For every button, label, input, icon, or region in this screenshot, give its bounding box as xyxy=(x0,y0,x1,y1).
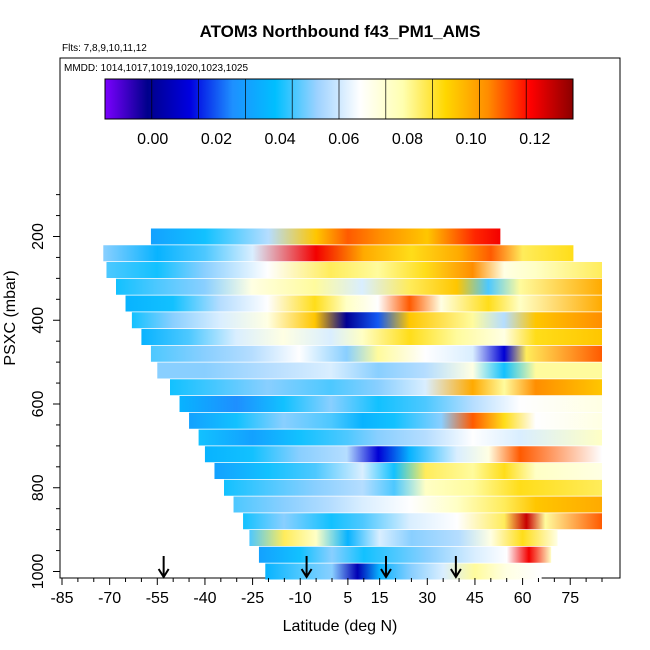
y-tick-label: 800 xyxy=(30,474,47,501)
x-tick-label: 45 xyxy=(466,590,484,607)
colorbar: 0.00 0.02 0.04 0.06 0.08 0.10 0.12 xyxy=(104,78,574,148)
heatmap-band xyxy=(131,312,602,329)
flight-arrow xyxy=(300,556,313,579)
colorbar-tick-label: 0.04 xyxy=(265,131,296,148)
heatmap-band xyxy=(103,245,574,262)
x-axis: -85 -70 -55 -40 -25 -10 5 15 30 45 60 75 xyxy=(50,578,603,607)
colorbar-tick-label: 0.08 xyxy=(392,131,423,148)
heatmap-band xyxy=(141,329,603,345)
chart-title: ATOM3 Northbound f43_PM1_AMS xyxy=(200,22,481,41)
colorbar-tick-label: 0.00 xyxy=(137,131,168,148)
heatmap-band xyxy=(243,513,602,530)
heatmap-band xyxy=(233,496,602,513)
heatmap-band xyxy=(150,228,501,245)
x-tick-label: 75 xyxy=(561,590,579,607)
x-tick-label: -85 xyxy=(50,590,73,607)
heatmap-band xyxy=(170,379,602,396)
x-tick-label: -70 xyxy=(98,590,121,607)
heatmap-band xyxy=(258,546,552,563)
colorbar-tick-label: 0.10 xyxy=(456,131,487,148)
x-axis-label: Latitude (deg N) xyxy=(283,618,398,635)
heatmap-band xyxy=(116,278,602,295)
heatmap-band xyxy=(249,530,558,546)
y-tick-label: 1000 xyxy=(30,554,47,590)
heatmap-band xyxy=(189,412,602,429)
y-axis-label: PSXC (mbar) xyxy=(2,270,19,365)
x-tick-label: 15 xyxy=(371,590,389,607)
x-tick-label: 30 xyxy=(418,590,436,607)
heatmap-band xyxy=(157,362,602,379)
x-tick-label: -25 xyxy=(241,590,264,607)
flight-arrow xyxy=(450,556,462,579)
heatmap-band xyxy=(198,429,602,446)
flight-arrow xyxy=(157,556,170,579)
heatmap-band xyxy=(150,345,603,362)
y-tick-label: 400 xyxy=(30,307,47,334)
flights-label: Flts: 7,8,9,10,11,12 xyxy=(62,43,147,54)
x-tick-label: -55 xyxy=(146,590,169,607)
y-tick-label: 600 xyxy=(30,391,47,418)
flight-arrow xyxy=(380,556,392,579)
x-tick-label: 5 xyxy=(343,590,352,607)
x-tick-label: 60 xyxy=(514,590,532,607)
x-tick-label: -40 xyxy=(193,590,216,607)
heatmap-band xyxy=(214,463,602,479)
y-axis: 200 400 600 800 1000 xyxy=(30,194,60,590)
heatmap-band xyxy=(106,262,603,278)
heatmap-band xyxy=(204,446,603,463)
colorbar-tick-label: 0.06 xyxy=(328,131,359,148)
heatmap-band xyxy=(125,295,602,312)
y-tick-label: 200 xyxy=(30,223,47,250)
heatmap-band xyxy=(265,563,542,580)
x-tick-label: -10 xyxy=(289,590,312,607)
flight-arrows xyxy=(157,556,462,579)
colorbar-tick-label: 0.12 xyxy=(519,131,550,148)
dates-label: MMDD: 1014,1017,1019,1020,1023,1025 xyxy=(64,63,248,74)
heatmap xyxy=(103,228,603,580)
colorbar-tick-label: 0.02 xyxy=(201,131,232,148)
heatmap-band xyxy=(224,479,602,496)
heatmap-band xyxy=(179,396,602,412)
